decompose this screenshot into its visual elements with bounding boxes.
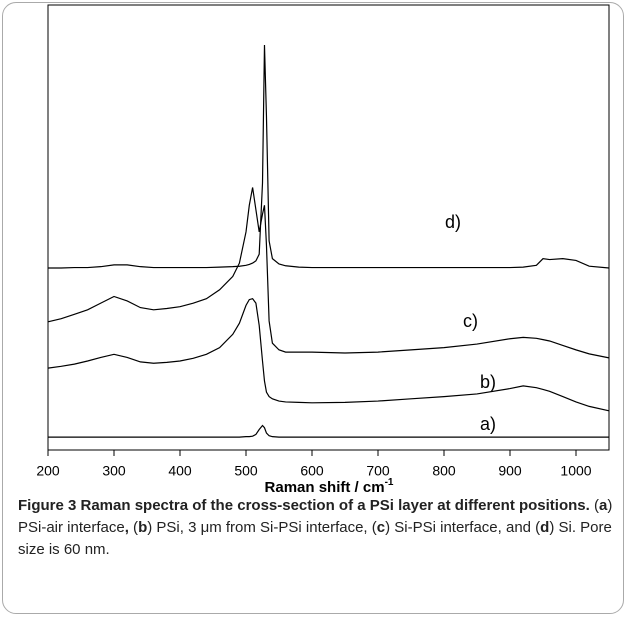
figure-frame <box>2 2 624 614</box>
x-tick-label: 700 <box>366 463 390 479</box>
x-label-text: Raman shift / cm <box>265 479 385 495</box>
caption-segment: d <box>540 519 550 536</box>
spectrum-line <box>47 298 610 412</box>
series-label: a) <box>480 414 496 434</box>
caption-segment: c <box>376 519 386 536</box>
x-tick-label: 900 <box>498 463 522 479</box>
x-tick-label: 300 <box>102 463 126 479</box>
series-label: d) <box>445 212 461 232</box>
plot-frame <box>47 4 610 451</box>
caption-segment: ) PSi-air interface <box>18 497 613 536</box>
spectrum-line <box>48 424 609 438</box>
x-tick-label: 500 <box>234 463 258 479</box>
series-label: c) <box>463 311 478 331</box>
spectrum-line <box>48 45 610 269</box>
caption-segment: ( <box>589 497 599 514</box>
caption-segment: Figure 3 Raman spectra of the cross-sect… <box>18 497 590 514</box>
x-tick-label: 600 <box>300 463 324 479</box>
caption-segment: ) Si. Pore size is 60 nm. <box>18 519 612 558</box>
caption-segment: , <box>124 519 129 536</box>
x-axis-label: Raman shift / cm-1 <box>265 477 394 495</box>
series-label: b) <box>480 372 496 392</box>
figure-caption: Figure 3 Raman spectra of the cross-sect… <box>18 495 618 561</box>
chart: Raman shift / cm-1 200 300 400 500 600 700 800… <box>36 4 610 495</box>
x-tick-label: 400 <box>168 463 192 479</box>
caption-segment: ( <box>128 519 139 536</box>
x-tick-label: 200 <box>36 463 60 479</box>
x-tick-label: 1000 <box>560 463 591 479</box>
x-label-sup: -1 <box>385 477 394 488</box>
spectrum-line <box>47 187 610 359</box>
caption-segment: b <box>138 519 148 536</box>
x-tick-label: 800 <box>432 463 456 479</box>
caption-segment: a <box>598 497 608 514</box>
caption-segment: ) Si-PSi interface, and ( <box>385 519 541 536</box>
caption-segment: ) PSi, 3 μm from Si-PSi interface, ( <box>147 519 377 536</box>
